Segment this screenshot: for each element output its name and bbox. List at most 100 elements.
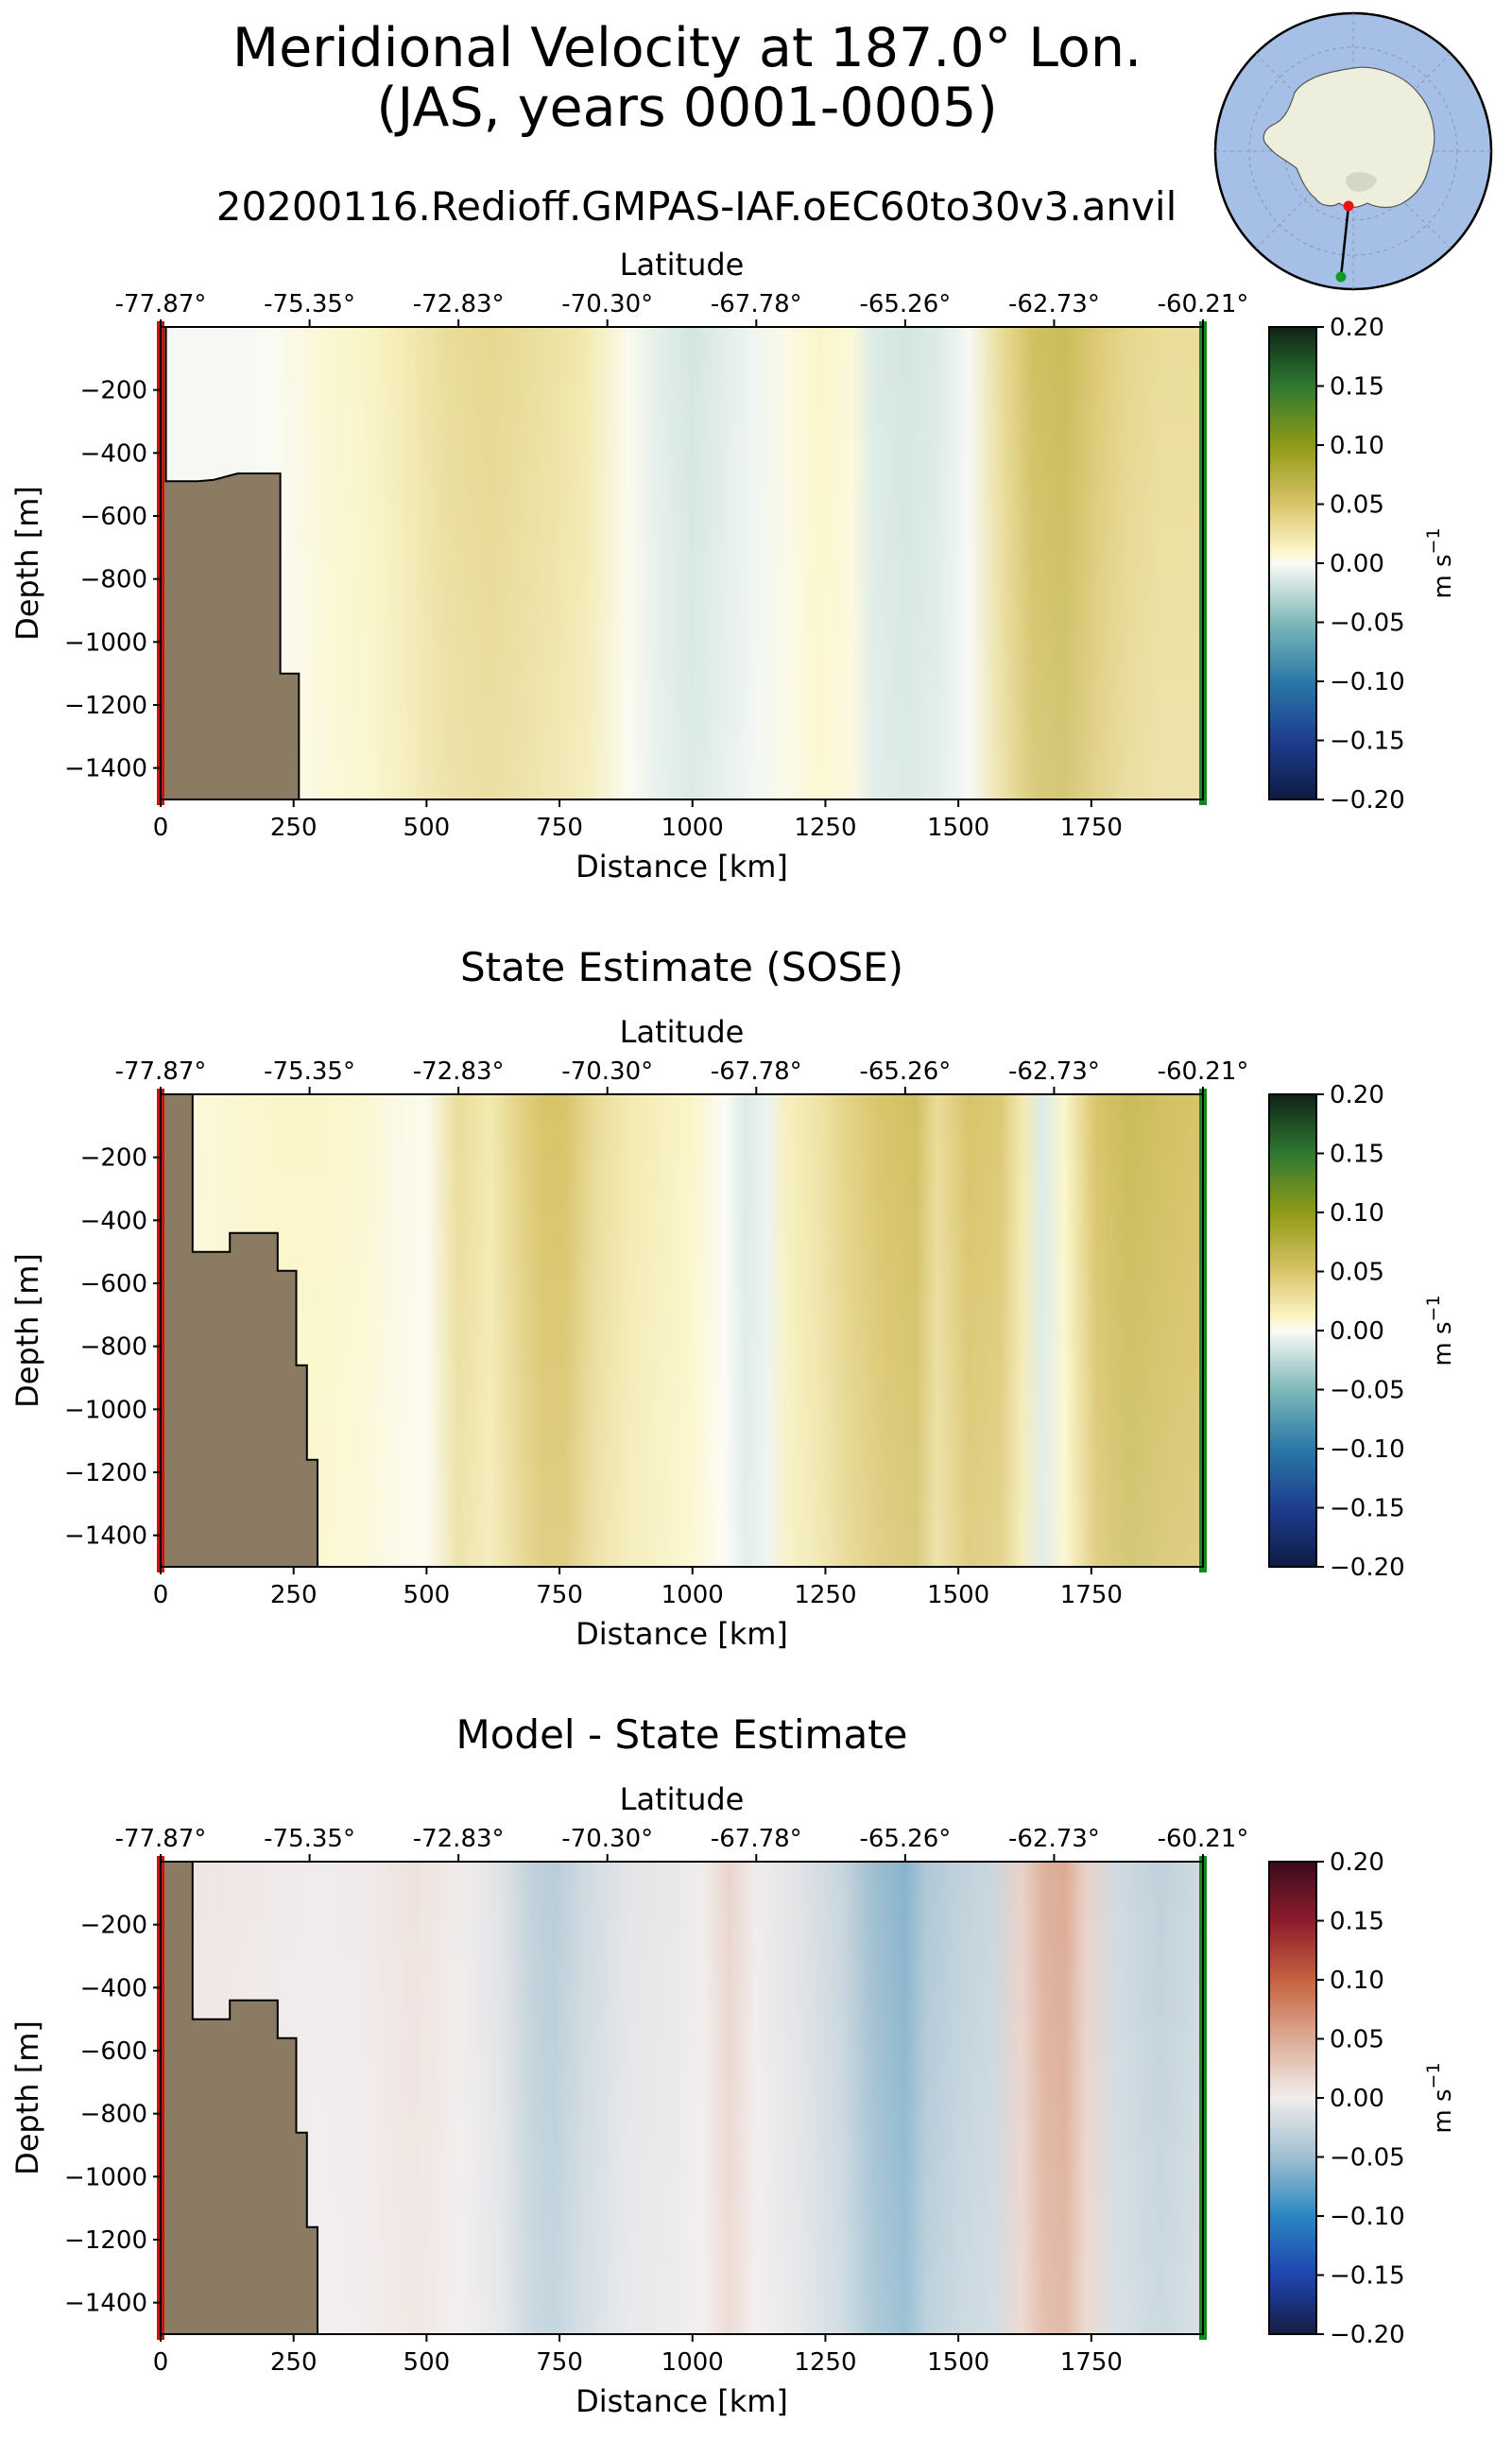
x-tick-label: 0 — [153, 814, 169, 842]
colorbar: 0.20 0.15 0.10 0.05 0.00 −0.05 −0.10 −0.15 −0.20… — [1268, 314, 1457, 815]
x-tick-label: 750 — [536, 814, 583, 842]
bathymetry — [160, 1093, 318, 1568]
x-tick-label: 1000 — [662, 1581, 724, 1609]
colorbar-label: m s−1 — [1423, 527, 1457, 598]
x-tick-label: 1750 — [1060, 2348, 1123, 2377]
lat-tick-label: -75.35° — [264, 290, 355, 318]
y-axis-label: Depth [m] — [9, 486, 45, 641]
panel-title: State Estimate (SOSE) — [460, 944, 903, 990]
colorbar-tick-label: 0.00 — [1330, 2085, 1384, 2113]
colorbar-tick-label: 0.00 — [1330, 550, 1384, 578]
lat-tick-label: -65.26° — [859, 290, 951, 318]
x-tick-label: 250 — [270, 2348, 318, 2377]
x-tick-label: 1250 — [794, 814, 856, 842]
lat-axis-label: Latitude — [620, 1014, 745, 1050]
colorbar-tick-label: 0.20 — [1330, 1848, 1384, 1877]
y-tick-label: −1000 — [64, 1396, 147, 1424]
lat-tick-label: -67.78° — [711, 1057, 802, 1086]
y-tick-label: −400 — [80, 439, 147, 468]
x-tick-label: 500 — [404, 1581, 451, 1609]
bathymetry — [160, 1861, 318, 2335]
colorbar-tick-label: −0.15 — [1330, 1495, 1405, 1523]
colorbar-tick-label: −0.15 — [1330, 2262, 1405, 2291]
inset-map-antarctica — [1263, 66, 1435, 209]
plot-frame — [160, 326, 1204, 800]
panel-title: Model - State Estimate — [456, 1711, 908, 1758]
x-tick-label: 0 — [153, 2348, 169, 2377]
x-tick-label: 500 — [404, 814, 451, 842]
colorbar-tick-label: 0.00 — [1330, 1317, 1384, 1346]
inset-map-end-marker — [1335, 271, 1347, 283]
colorbar-tick-label: 0.10 — [1330, 432, 1384, 460]
x-tick-label: 250 — [270, 814, 318, 842]
x-tick-label: 1500 — [927, 2348, 989, 2377]
panel-3: Model - State Estimate 0 250 500 750 1000 1250… — [9, 1711, 1457, 2419]
colorbar: 0.20 0.15 0.10 0.05 0.00 −0.05 −0.10 −0.15 −0.20… — [1268, 1081, 1457, 1582]
y-tick-label: −1400 — [64, 1522, 147, 1551]
y-tick-label: −1200 — [64, 2226, 147, 2255]
lat-tick-label: -60.21° — [1158, 1057, 1249, 1086]
panel-1: 0 250 500 750 1000 1250 1500 1750 Distance [km] -… — [9, 247, 1457, 885]
depth-fade — [161, 1862, 1203, 2334]
lat-tick-label: -72.83° — [413, 290, 505, 318]
lat-tick-label: -60.21° — [1158, 1825, 1249, 1853]
lat-axis-label: Latitude — [620, 247, 745, 283]
lat-tick-label: -75.35° — [264, 1825, 355, 1853]
colorbar-tick-label: −0.05 — [1330, 2144, 1405, 2173]
colorbar-label: m s−1 — [1423, 1295, 1457, 1366]
x-tick-label: 1250 — [794, 2348, 856, 2377]
colorbar: 0.20 0.15 0.10 0.05 0.00 −0.05 −0.10 −0.15 −0.20… — [1268, 1848, 1457, 2349]
y-tick-label: −1400 — [64, 2290, 147, 2318]
colorbar-tick-label: 0.20 — [1330, 1081, 1384, 1109]
lat-tick-label: -72.83° — [413, 1825, 505, 1853]
lat-tick-label: -67.78° — [711, 1825, 802, 1853]
y-tick-label: −600 — [80, 503, 147, 531]
colorbar-tick-label: 0.10 — [1330, 1967, 1384, 1995]
depth-fade — [161, 1094, 1203, 1567]
lat-tick-label: -67.78° — [711, 290, 802, 318]
colorbar-tick-label: 0.10 — [1330, 1199, 1384, 1228]
colorbar-tick-label: 0.05 — [1330, 491, 1384, 520]
x-axis-label: Distance [km] — [576, 1616, 788, 1652]
plot-frame — [160, 1093, 1204, 1568]
y-tick-label: −600 — [80, 1270, 147, 1298]
y-tick-label: −200 — [80, 1912, 147, 1940]
lat-tick-label: -62.73° — [1008, 1825, 1100, 1853]
colorbar-tick-label: −0.05 — [1330, 610, 1405, 638]
colorbar-tick-label: −0.15 — [1330, 728, 1405, 756]
panel-2: State Estimate (SOSE) 0 250 500 750 1000 1250 1… — [9, 944, 1457, 1652]
lat-tick-label: -77.87° — [115, 1825, 207, 1853]
plot-frame — [160, 1861, 1204, 2335]
colorbar-tick-label: −0.05 — [1330, 1377, 1405, 1405]
inset-map-ice-shelf — [1346, 172, 1377, 192]
colorbar-gradient — [1268, 1861, 1317, 2335]
figure-title-line1: Meridional Velocity at 187.0° Lon. — [232, 17, 1142, 79]
colorbar-gradient — [1268, 326, 1317, 800]
colorbar-tick-label: −0.20 — [1330, 2321, 1405, 2349]
colorbar-tick-label: 0.05 — [1330, 1259, 1384, 1287]
y-tick-label: −400 — [80, 1974, 147, 2002]
colorbar-tick-label: 0.15 — [1330, 373, 1384, 402]
y-tick-label: −400 — [80, 1207, 147, 1235]
y-tick-label: −600 — [80, 2037, 147, 2066]
run-title: 20200116.Redioff.GMPAS-IAF.oEC60to30v3.a… — [216, 183, 1177, 230]
y-tick-label: −1000 — [64, 2163, 147, 2191]
colorbar-label: m s−1 — [1423, 2062, 1457, 2133]
y-tick-label: −1000 — [64, 628, 147, 657]
y-tick-label: −200 — [80, 1144, 147, 1173]
x-tick-label: 0 — [153, 1581, 169, 1609]
x-axis-label: Distance [km] — [576, 849, 788, 885]
lat-tick-label: -70.30° — [561, 1057, 653, 1086]
lat-tick-label: -75.35° — [264, 1057, 355, 1086]
lat-tick-label: -60.21° — [1158, 290, 1249, 318]
figure-title-line2: (JAS, years 0001-0005) — [376, 77, 997, 139]
lat-tick-label: -65.26° — [859, 1825, 951, 1853]
y-tick-label: −1200 — [64, 1459, 147, 1487]
x-tick-label: 250 — [270, 1581, 318, 1609]
x-tick-label: 1000 — [662, 814, 724, 842]
y-tick-label: −1400 — [64, 755, 147, 783]
x-tick-label: 1000 — [662, 2348, 724, 2377]
x-tick-label: 1500 — [927, 1581, 989, 1609]
colorbar-gradient — [1268, 1093, 1317, 1568]
